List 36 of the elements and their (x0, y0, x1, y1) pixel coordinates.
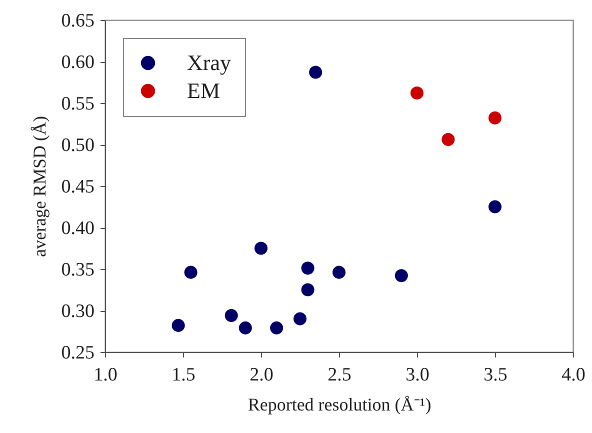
y-tick-label: 0.40 (61, 218, 94, 239)
point (224, 308, 238, 322)
point (301, 283, 314, 296)
x-tick-label: 1.5 (172, 364, 196, 386)
y-tick-label: 0.25 (61, 342, 94, 364)
point (410, 86, 424, 100)
y-tick-label: 0.55 (61, 94, 94, 114)
y-axis-title: average RMSD (Å) (29, 116, 50, 257)
y-tick-label: 0.50 (61, 135, 94, 156)
point (394, 269, 408, 282)
point (488, 111, 502, 124)
point (270, 321, 284, 334)
y-tick-label: 0.30 (61, 301, 94, 322)
y-tick-label: 0.35 (61, 260, 94, 280)
x-tick-label: 3.0 (406, 364, 430, 386)
legend-label: EM (187, 78, 220, 103)
x-tick-label: 2.5 (328, 364, 352, 386)
point (184, 266, 198, 279)
x-tick-label: 4.0 (562, 364, 586, 386)
point (293, 312, 307, 326)
point (488, 200, 502, 214)
point (301, 262, 314, 275)
point (172, 318, 185, 332)
point (238, 321, 252, 334)
y-tick-label: 0.45 (61, 176, 94, 198)
x-tick-label: 2.0 (250, 364, 274, 386)
x-tick-label: 1.0 (94, 364, 118, 386)
y-tick-label: 0.65 (61, 10, 94, 32)
point (309, 66, 322, 79)
x-tick-label: 3.5 (484, 364, 508, 386)
point (254, 242, 268, 255)
y-tick-label: 0.60 (61, 52, 94, 73)
legend-label: Xray (187, 50, 231, 75)
point (332, 266, 346, 279)
x-axis-title: Reported resolution (Å⁻¹) (248, 394, 432, 414)
point (442, 133, 455, 146)
